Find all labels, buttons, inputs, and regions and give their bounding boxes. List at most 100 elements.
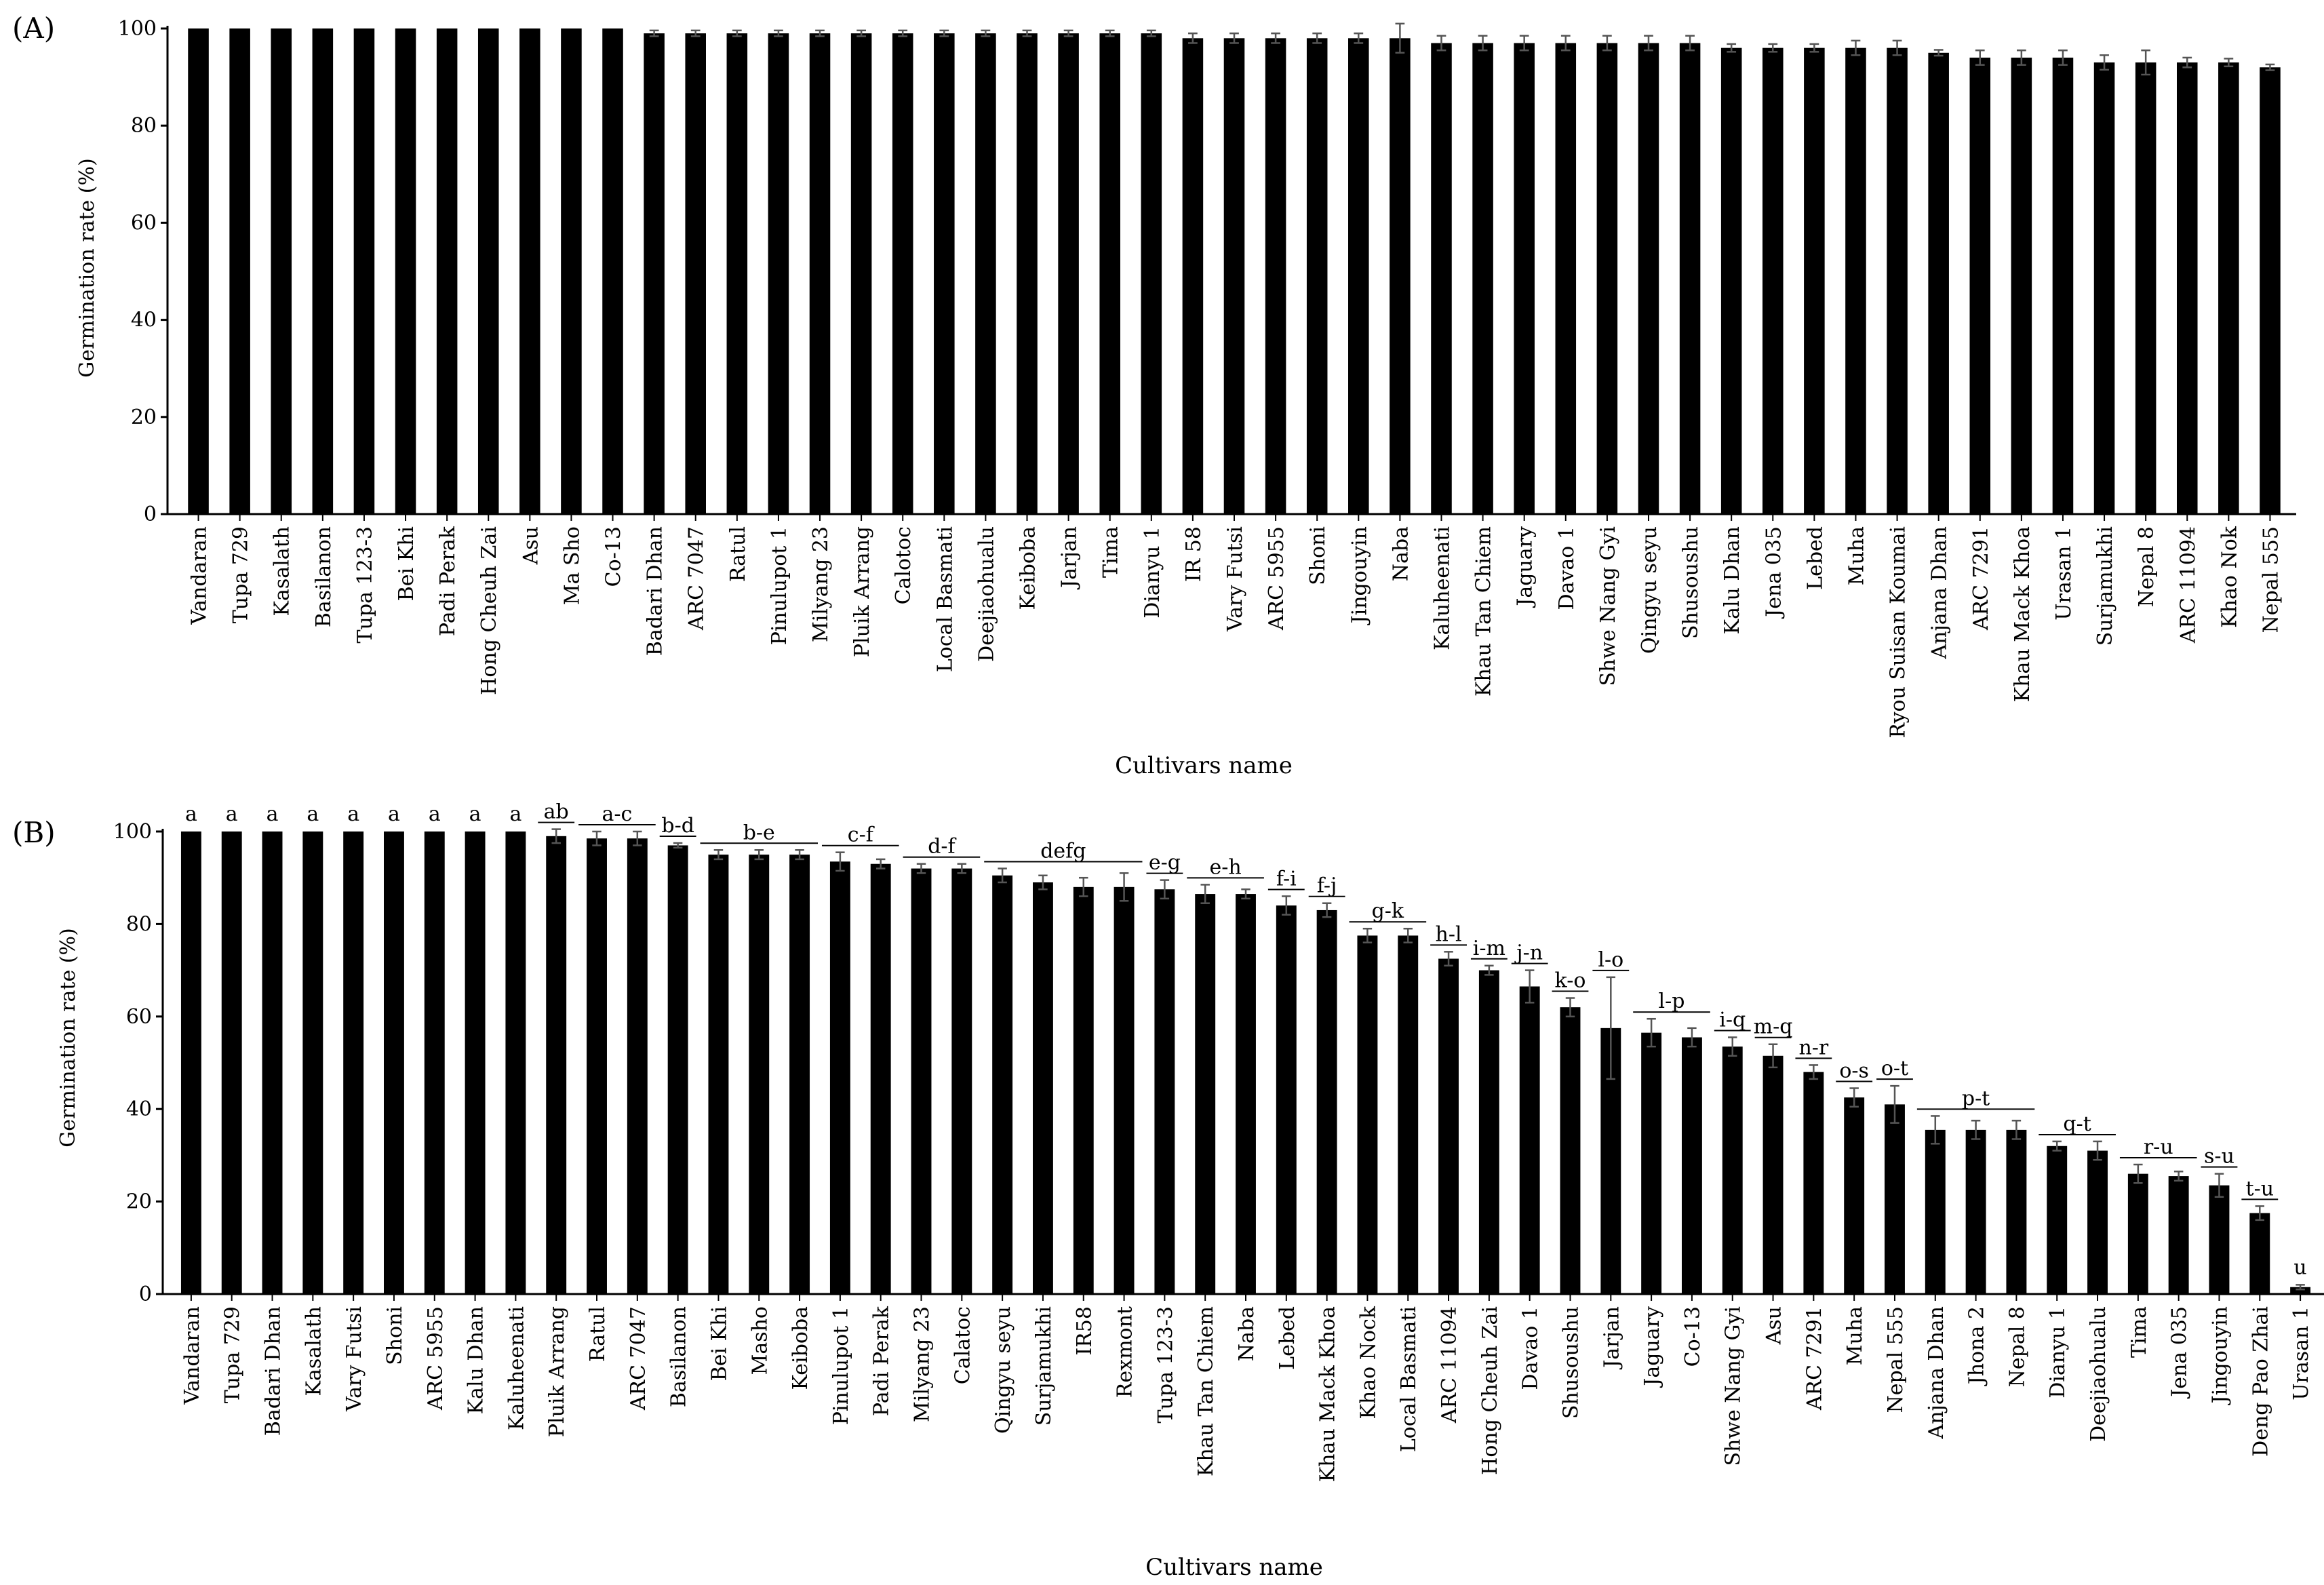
x-tick-label: Pluik Arrang	[850, 526, 874, 657]
bar	[911, 868, 932, 1294]
significance-label: a	[267, 802, 279, 826]
plot-area: 0 20 40 60 80 100 Vandaran Tupa 729 Kasalath Basi…	[118, 17, 2296, 738]
significance-label: f-j	[1317, 874, 1337, 898]
bar	[2260, 67, 2281, 514]
y-tick-label: 0	[144, 503, 157, 526]
x-tick-label: Deejiaohualu	[974, 526, 998, 662]
significance-label: defg	[1040, 840, 1086, 863]
bar	[2047, 1146, 2068, 1294]
x-tick-label: Jaguary	[1640, 1306, 1664, 1388]
x-tick-label: Tupa 123-3	[353, 526, 377, 643]
x-tick-label: IR 58	[1182, 526, 1206, 582]
bar	[465, 831, 486, 1294]
bar	[436, 28, 458, 514]
bar	[2127, 1173, 2148, 1294]
x-tick-label: Khau Mack Khoa	[1316, 1306, 1340, 1482]
y-tick-label: 20	[126, 1190, 152, 1214]
significance-label: i-q	[1719, 1008, 1746, 1032]
bar	[1722, 1046, 1743, 1294]
y-tick-label: 100	[113, 820, 152, 844]
x-tick-label: ARC 5955	[424, 1306, 448, 1411]
significance-label: r-u	[2144, 1135, 2173, 1159]
x-tick-label: Muha	[1845, 526, 1868, 585]
bar	[726, 33, 748, 515]
significance-label: d-f	[928, 835, 956, 859]
x-tick-label: Local Basmati	[933, 526, 957, 672]
x-tick-label: Ratul	[586, 1306, 610, 1362]
x-tick-label: Khao Nock	[1356, 1306, 1380, 1419]
bar	[1154, 889, 1175, 1294]
bar	[221, 831, 242, 1294]
bar	[1276, 905, 1297, 1294]
bar	[1804, 47, 1825, 514]
x-tick-label: Khau Mack Khoa	[2011, 526, 2034, 702]
bar	[1478, 970, 1499, 1294]
bar	[1306, 38, 1328, 514]
x-tick-label: Deejiaohualu	[2087, 1306, 2110, 1442]
x-tick-label: Surjamukhi	[2093, 526, 2117, 646]
x-tick-label: Kalu Dhan	[1720, 526, 1744, 634]
significance-label: a	[429, 802, 441, 826]
bar	[789, 855, 810, 1294]
bar	[1596, 43, 1618, 515]
bar	[1438, 958, 1459, 1294]
x-tick-label: Khao Nok	[2218, 526, 2241, 628]
x-tick-label: Padi Perak	[870, 1306, 894, 1416]
bar	[1431, 43, 1452, 515]
bar	[1965, 1129, 1986, 1294]
bar	[424, 831, 445, 1294]
bar	[667, 845, 688, 1294]
x-tick-label: Basilanon	[312, 526, 336, 627]
x-tick-label: Shusoushu	[1559, 1306, 1583, 1419]
bar	[2093, 62, 2115, 515]
bar	[2052, 57, 2074, 514]
x-tick-label: Kaluheenati	[1430, 526, 1454, 650]
x-tick-label: Masho	[748, 1306, 772, 1375]
significance-label: i-m	[1473, 937, 1505, 960]
x-tick-label: Keiboba	[789, 1306, 812, 1390]
bar	[1141, 33, 1162, 515]
bar	[1681, 1037, 1702, 1294]
bar	[2249, 1213, 2270, 1294]
x-tick-label: Tupa 729	[221, 1306, 245, 1403]
bar	[2087, 1150, 2108, 1294]
bar	[1887, 47, 1908, 514]
significance-label: j-n	[1514, 941, 1543, 965]
bar	[1803, 1072, 1824, 1294]
x-axis-label: Cultivars name	[1115, 752, 1293, 779]
bar	[1969, 57, 1991, 514]
bar	[749, 855, 770, 1294]
x-tick-label: ARC 11094	[2176, 526, 2200, 644]
x-tick-label: Muha	[1843, 1306, 1867, 1365]
x-tick-label: Pluik Arrang	[545, 1306, 569, 1437]
significance-label: o-t	[1881, 1057, 1908, 1080]
x-tick-label: Ratul	[726, 526, 750, 582]
bar	[180, 831, 201, 1294]
bar	[2135, 62, 2156, 515]
x-tick-label: Dianyu 1	[2046, 1306, 2070, 1398]
bar	[992, 875, 1013, 1294]
bar	[1195, 894, 1216, 1294]
x-tick-label: Vary Futsi	[1223, 526, 1247, 632]
bar	[384, 831, 404, 1294]
bar	[2209, 1185, 2230, 1294]
bar	[353, 28, 375, 514]
x-tick-label: Shusoushu	[1679, 526, 1703, 639]
significance-label: p-t	[1962, 1087, 1990, 1110]
bar	[188, 28, 209, 514]
bar	[1762, 47, 1784, 514]
y-axis-label: Germination rate (%)	[75, 158, 99, 377]
x-tick-label: Hong Cheuh Zai	[477, 526, 501, 695]
x-tick-label: Jingouyin	[1347, 526, 1371, 625]
significance-label: g-k	[1372, 899, 1404, 923]
x-tick-label: Nepal 555	[2259, 526, 2283, 633]
x-tick-label: Deng Pao Zhai	[2249, 1306, 2272, 1457]
significance-label: a	[307, 802, 319, 826]
significance-label: q-t	[2063, 1112, 2091, 1136]
significance-label: a	[226, 802, 238, 826]
bar	[1519, 986, 1540, 1294]
y-tick-label: 20	[131, 406, 157, 429]
bar	[829, 861, 850, 1294]
x-tick-label: Basilanon	[667, 1306, 691, 1407]
